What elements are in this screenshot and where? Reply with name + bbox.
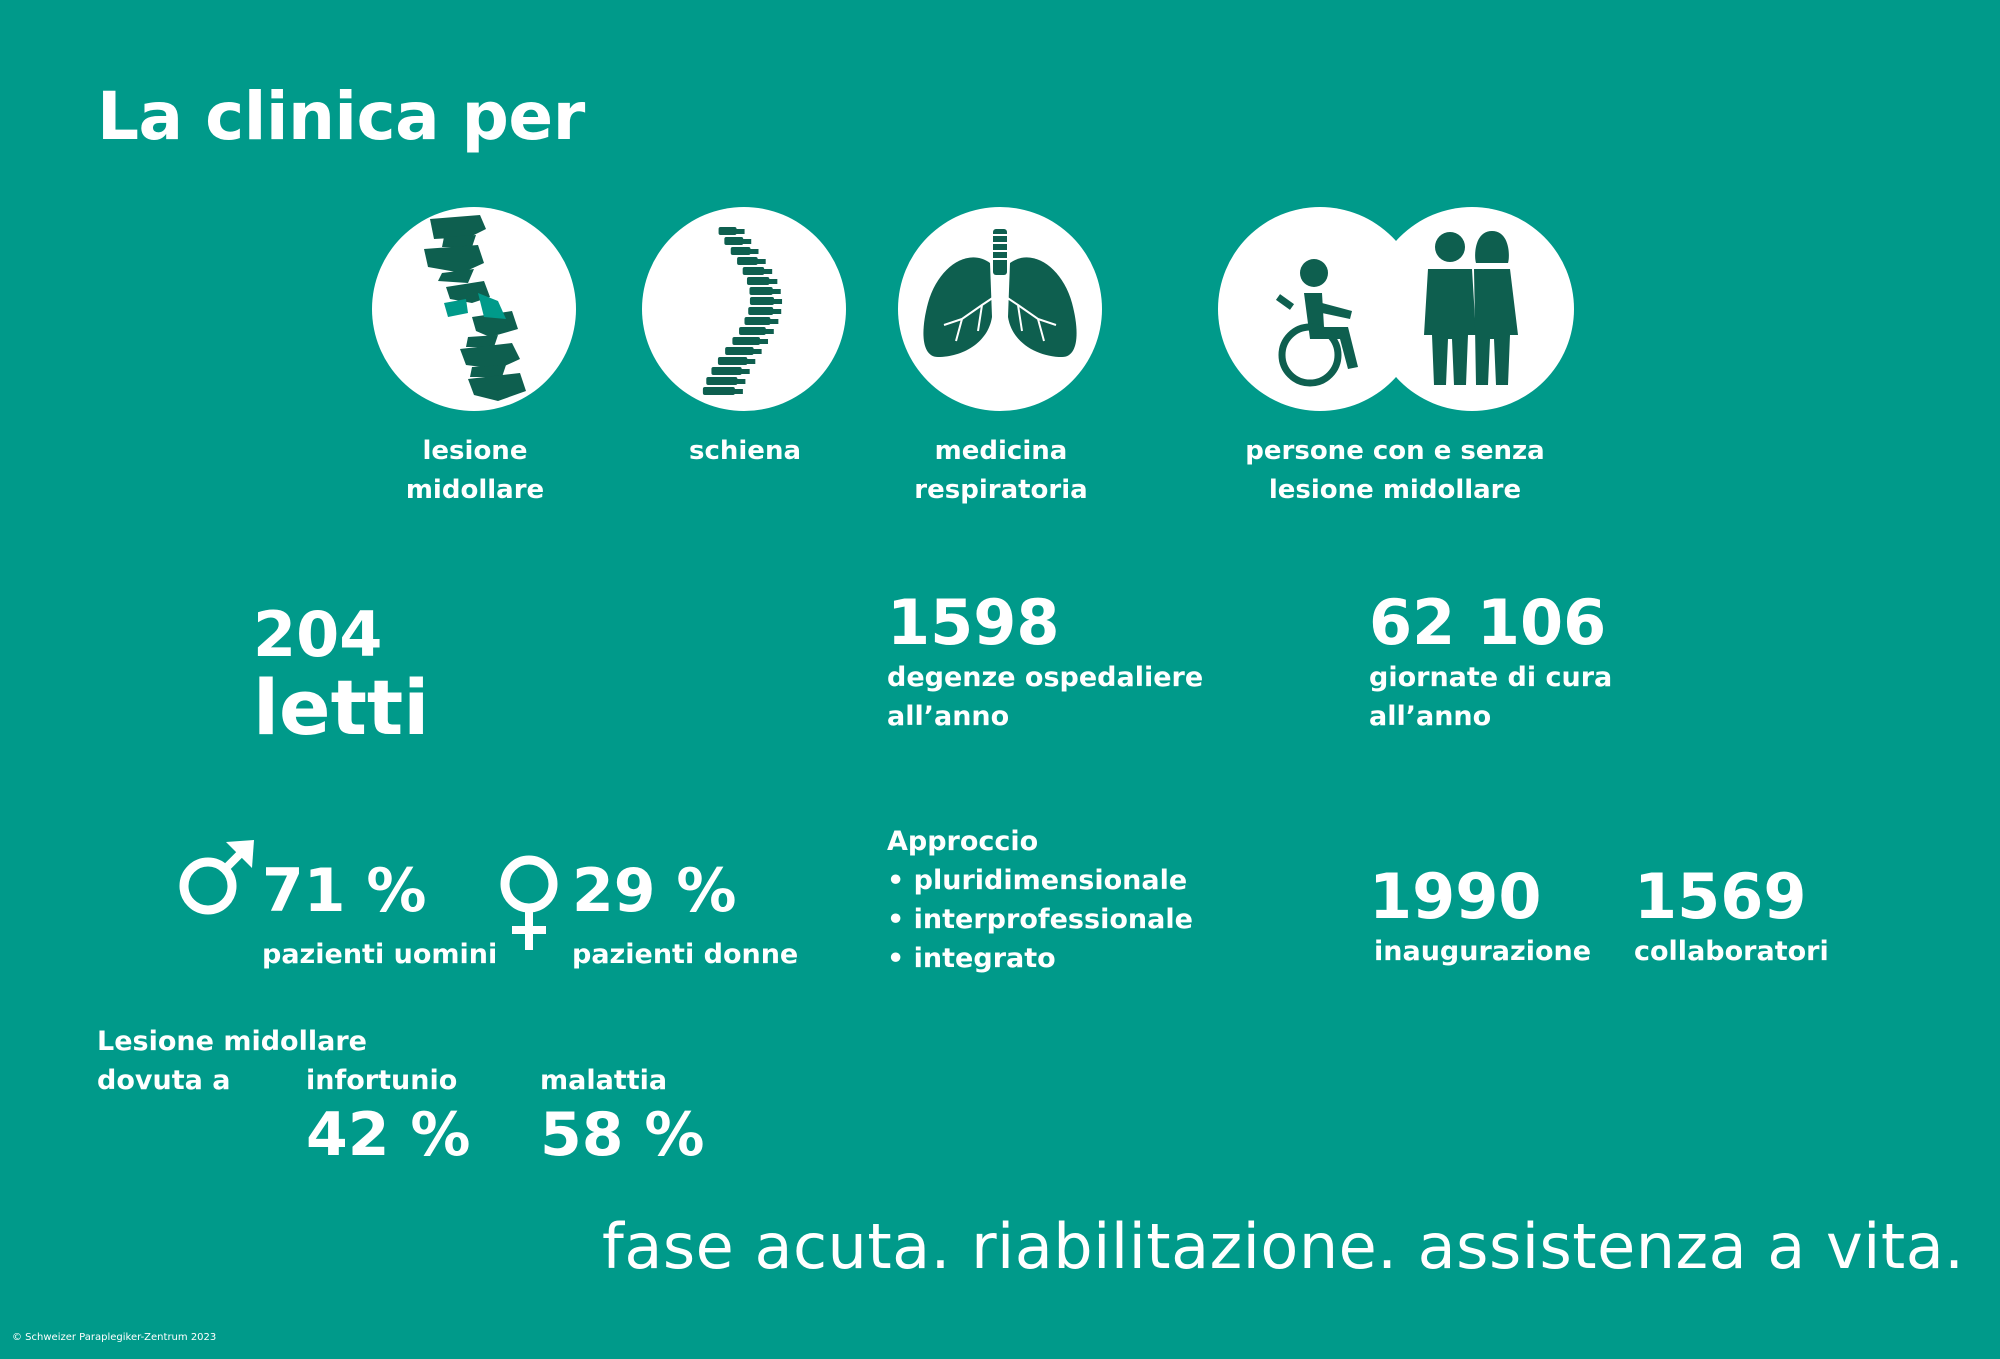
people-icon [1370, 207, 1574, 411]
men-percent: 71 % [262, 856, 427, 926]
staff-value: 1569 [1634, 860, 1807, 933]
care-days-value: 62 106 [1369, 586, 1607, 659]
list-item: integrato [887, 939, 1193, 978]
copyright: © Schweizer Paraplegiker-Zentrum 2023 [12, 1332, 217, 1343]
beds-stat: 204 letti [253, 600, 429, 746]
women-percent: 29 % [572, 856, 737, 926]
wheelchair-user-icon [1218, 207, 1422, 411]
approach-list: Approccio pluridimensionale interprofess… [887, 822, 1193, 978]
cause-heading: Lesione midollare dovuta a [97, 1026, 367, 1096]
male-symbol-icon [176, 838, 256, 918]
opening-value: 1990 [1369, 860, 1542, 933]
stays-stat: 1598 degenze ospedaliere all’anno [887, 586, 1204, 733]
accident-percent: 42 % [306, 1100, 471, 1170]
lungs-icon [898, 207, 1102, 411]
illness-stat: malattia 58 % [540, 1065, 705, 1170]
women-label: pazienti donne [572, 939, 799, 970]
beds-label: letti [253, 663, 430, 752]
staff-stat: 1569 collaboratori [1634, 862, 1829, 971]
female-symbol-icon [494, 852, 564, 952]
category-label-people: persone con e senza lesione midollare [1245, 436, 1545, 505]
category-label-respiratory: medicina respiratoria [914, 436, 1088, 505]
list-item: pluridimensionale [887, 861, 1193, 900]
page-title: La clinica per [97, 78, 585, 155]
beds-value: 204 [253, 598, 383, 671]
men-label: pazienti uomini [262, 939, 498, 970]
staff-label: collaboratori [1634, 936, 1829, 967]
tagline: fase acuta. riabilitazione. assistenza a… [602, 1210, 1965, 1283]
opening-stat: 1990 inaugurazione [1369, 862, 1591, 971]
category-label-spinal-injury: lesione midollare [405, 436, 545, 505]
spine-icon [642, 207, 846, 411]
accident-stat: infortunio 42 % [306, 1065, 471, 1170]
list-item: interprofessionale [887, 900, 1193, 939]
stays-value: 1598 [887, 586, 1060, 659]
spinal-injury-icon [372, 207, 576, 411]
category-label-back: schiena [689, 436, 801, 466]
care-days-stat: 62 106 giornate di cura all’anno [1369, 586, 1613, 733]
opening-label: inaugurazione [1374, 936, 1592, 967]
approach-title: Approccio [887, 826, 1039, 857]
illness-percent: 58 % [540, 1100, 705, 1170]
